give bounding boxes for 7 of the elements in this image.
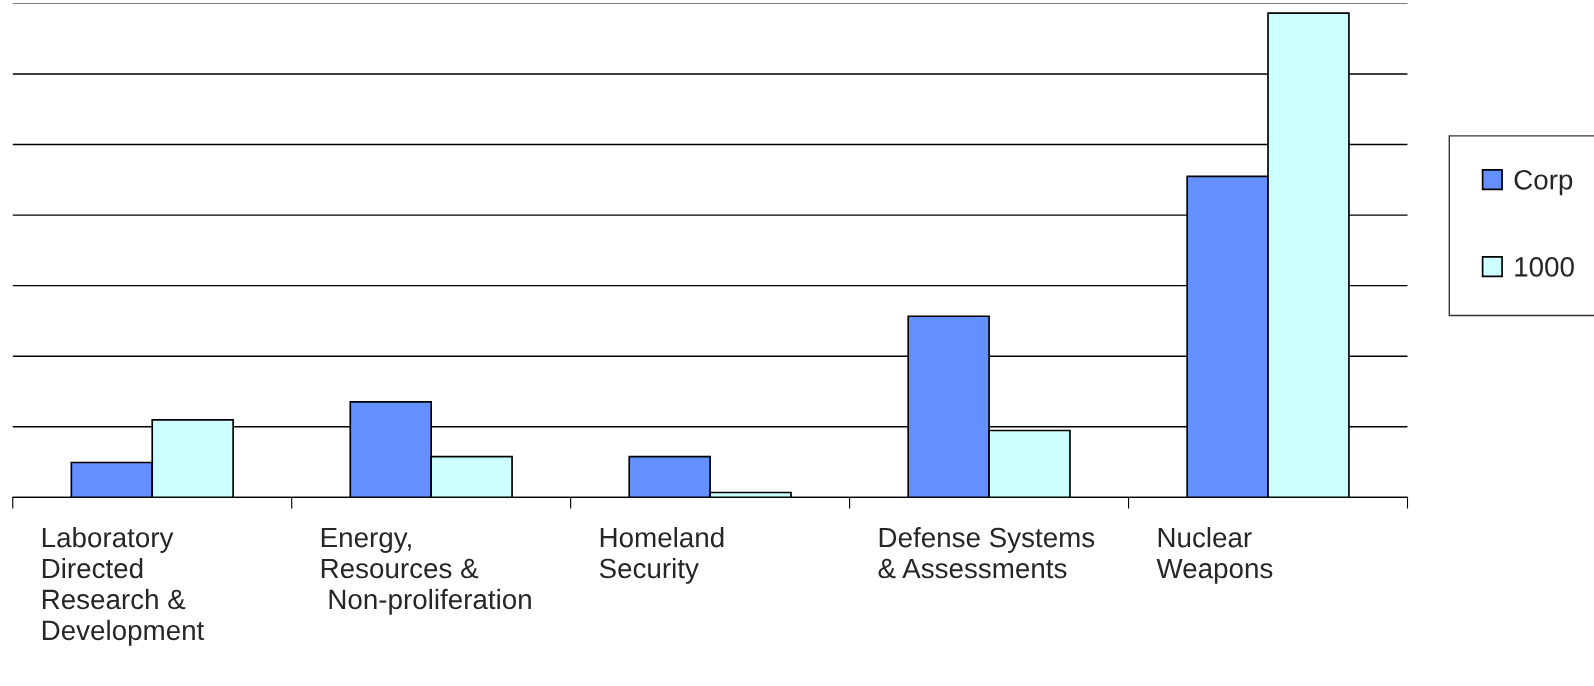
x-tick-label: Energy, Resources & Non-proliferation (321, 528, 531, 615)
x-tick-label: Homeland Security (599, 526, 724, 584)
legend-label: Corp (1514, 169, 1573, 196)
x-tick-label: Laboratory Directed Research & Development (42, 526, 205, 646)
legend-label: 1000 (1515, 256, 1574, 277)
x-tick-label: Nuclear Weapons (1156, 526, 1273, 584)
x-tick-label: Defense Systems & Assessments (878, 527, 1095, 579)
